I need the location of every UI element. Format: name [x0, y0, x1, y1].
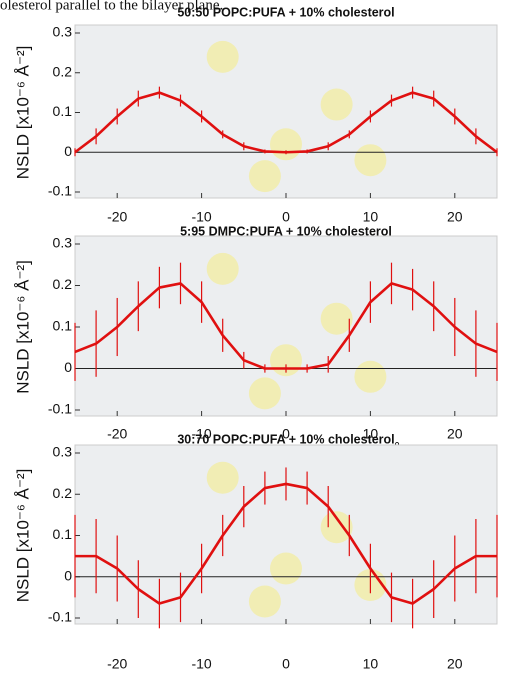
molecule-decoration [248, 160, 281, 193]
x-tick-label: 20 [447, 656, 463, 672]
x-tick-label: -20 [107, 209, 127, 225]
y-tick-label: 0.1 [53, 526, 73, 542]
y-tick-label: 0.1 [53, 318, 73, 334]
y-tick-label: 0 [64, 567, 72, 583]
x-tick-label: 0 [282, 426, 290, 442]
molecule-decoration [248, 585, 281, 618]
data-line [74, 91, 498, 154]
y-tick-label: -0.1 [48, 183, 72, 199]
y-axis-label: NSLD [x10⁻⁶ Å⁻²] [13, 469, 32, 603]
data-line [75, 482, 497, 605]
x-tick-label: 20 [447, 426, 463, 442]
x-tick-label: -20 [107, 656, 127, 672]
x-tick-label: 10 [363, 426, 379, 442]
y-tick-label: 0.3 [53, 235, 73, 251]
plot-background [75, 25, 497, 198]
molecule-decoration [270, 128, 302, 161]
x-tick-label: 0 [282, 209, 290, 225]
molecule-decoration [206, 40, 239, 73]
x-tick-label: 0 [282, 656, 290, 672]
y-tick-label: 0.2 [53, 63, 73, 79]
y-axis-label: NSLD [x10⁻⁶ Å⁻²] [13, 260, 32, 394]
molecule-decoration [320, 88, 353, 121]
y-axis-label: NSLD [x10⁻⁶ Å⁻²] [13, 46, 32, 180]
x-tick-label: 10 [363, 209, 379, 225]
molecule-decoration [206, 461, 239, 494]
chart-title: 50:50 POPC:PUFA + 10% cholesterol [177, 5, 394, 19]
plot-background [75, 236, 497, 416]
panel: 30:70 POPC:PUFA + 10% cholesterol NSLD [x… [13, 432, 498, 672]
x-tick-label: 20 [447, 209, 463, 225]
x-tick-label: 10 [363, 656, 379, 672]
molecule-decoration [270, 552, 302, 585]
y-tick-label: 0.2 [53, 485, 73, 501]
x-tick-label: -20 [107, 426, 127, 442]
data-line [74, 282, 498, 370]
molecule-decoration [248, 377, 281, 410]
molecule-decoration [320, 302, 353, 335]
y-tick-label: 0.2 [53, 276, 73, 292]
y-tick-label: 0 [64, 143, 72, 159]
y-tick-label: 0 [64, 359, 72, 375]
molecule-decoration [354, 144, 387, 177]
y-tick-label: 0.1 [53, 103, 73, 119]
molecule-decoration [206, 252, 239, 285]
y-tick-label: 0.3 [53, 444, 73, 460]
chart-title: 5:95 DMPC:PUFA + 10% cholesterol [180, 224, 392, 238]
y-tick-label: -0.1 [48, 401, 72, 417]
caption: olesterol parallel to the bilayer plane. [0, 0, 223, 13]
panel: 50:50 POPC:PUFA + 10% cholesterol NSLD [x… [13, 5, 498, 225]
y-tick-label: -0.1 [48, 609, 72, 625]
molecule-decoration [354, 360, 387, 393]
chart-title: 30:70 POPC:PUFA + 10% cholesterol [177, 432, 394, 446]
x-tick-label: -10 [191, 209, 211, 225]
x-tick-label: -10 [191, 656, 211, 672]
x-tick-label: -10 [191, 426, 211, 442]
y-tick-label: 0.3 [53, 24, 73, 40]
panel: 5:95 DMPC:PUFA + 10% cholesterol NSLD [x1… [13, 224, 498, 460]
